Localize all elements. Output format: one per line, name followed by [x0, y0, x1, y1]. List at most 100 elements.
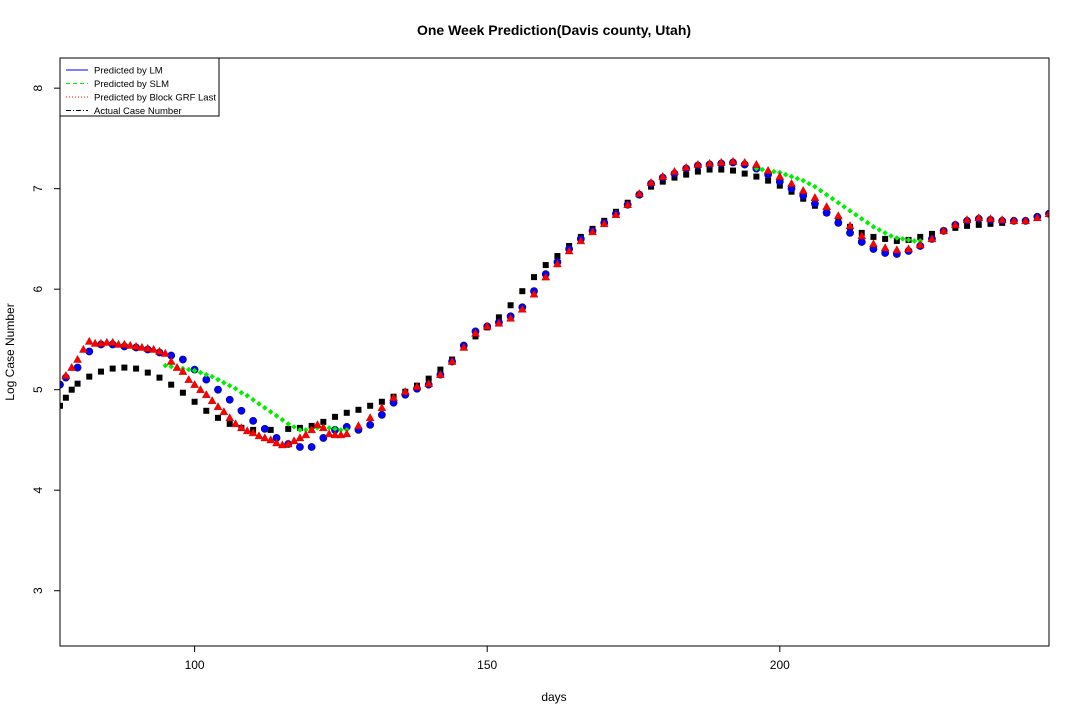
data-point: [693, 159, 703, 168]
data-point: [870, 224, 877, 230]
data-point: [599, 219, 609, 228]
data-point: [915, 240, 925, 249]
data-point: [207, 396, 217, 404]
data-point: [256, 400, 262, 407]
data-point: [279, 417, 286, 423]
data-point: [254, 431, 264, 440]
data-point: [542, 262, 549, 269]
data-point: [928, 230, 935, 237]
data-point: [262, 404, 268, 411]
data-point: [133, 365, 140, 372]
data-point: [611, 210, 621, 219]
data-point: [529, 289, 539, 298]
data-point: [635, 189, 644, 197]
data-point: [302, 427, 309, 433]
data-point: [278, 440, 287, 449]
data-point: [876, 227, 883, 233]
series-actual-case-number: [60, 166, 1006, 433]
data-point: [272, 438, 281, 447]
data-point: [829, 195, 836, 202]
data-point: [86, 373, 93, 380]
data-point: [367, 402, 374, 409]
data-point: [817, 187, 824, 194]
data-point: [506, 313, 515, 322]
data-point: [834, 218, 843, 227]
data-point: [238, 389, 245, 396]
data-point: [806, 180, 812, 187]
data-point: [155, 346, 164, 355]
data-point: [109, 365, 116, 372]
data-point: [987, 220, 994, 227]
data-point: [307, 443, 316, 451]
data-point: [332, 426, 338, 432]
data-point: [221, 379, 227, 386]
data-point: [1009, 216, 1019, 225]
plot-area: [60, 156, 1049, 451]
data-point: [822, 208, 831, 217]
data-point: [588, 227, 597, 236]
data-point: [332, 413, 339, 420]
data-point: [904, 244, 913, 253]
data-point: [342, 429, 352, 438]
data-point: [197, 369, 204, 376]
data-point: [728, 156, 738, 165]
data-point: [927, 234, 937, 243]
data-point: [172, 362, 182, 371]
data-point: [729, 167, 736, 174]
data-point: [185, 366, 192, 373]
data-point: [226, 382, 233, 389]
plot-frame: [59, 57, 1050, 647]
data-point: [482, 321, 492, 330]
data-point: [911, 238, 918, 244]
data-point: [366, 420, 375, 429]
data-point: [740, 157, 750, 166]
data-point: [763, 165, 773, 174]
data-point: [847, 207, 853, 214]
data-point: [313, 420, 322, 429]
data-point: [96, 338, 106, 347]
data-point: [436, 370, 445, 378]
data-point: [144, 369, 151, 376]
data-point: [307, 425, 316, 434]
data-point: [437, 366, 444, 373]
data-point: [812, 183, 818, 190]
data-point: [683, 171, 690, 178]
data-point: [759, 166, 766, 173]
data-point: [131, 341, 141, 350]
series-predicted-by-lm: [60, 158, 1049, 451]
data-point: [232, 385, 239, 392]
data-point: [833, 211, 843, 220]
data-point: [248, 428, 258, 437]
data-point: [260, 424, 269, 433]
data-point: [184, 375, 194, 383]
data-point: [882, 235, 889, 242]
data-point: [623, 200, 632, 208]
data-point: [811, 199, 819, 208]
data-point: [336, 430, 346, 439]
legend-box: [59, 57, 220, 117]
data-point: [997, 215, 1007, 224]
data-point: [168, 363, 174, 370]
data-point: [266, 435, 276, 444]
data-point: [166, 356, 176, 365]
data-point: [888, 233, 894, 239]
data-point: [787, 179, 796, 187]
data-point: [400, 387, 410, 395]
data-point: [237, 423, 246, 432]
y-axis: 3 4 5 6 7 8: [31, 84, 60, 594]
data-point: [120, 339, 129, 348]
data-point: [553, 259, 562, 268]
data-point: [61, 371, 71, 379]
data-point: [267, 409, 274, 415]
data-point: [841, 203, 847, 210]
data-point: [694, 168, 701, 175]
data-point: [68, 386, 75, 393]
data-point: [659, 178, 666, 185]
data-point: [365, 413, 375, 422]
data-point: [225, 413, 235, 422]
data-point: [244, 392, 251, 399]
data-point: [899, 236, 906, 242]
data-point: [273, 413, 280, 419]
data-point: [752, 159, 761, 168]
data-point: [964, 222, 971, 229]
